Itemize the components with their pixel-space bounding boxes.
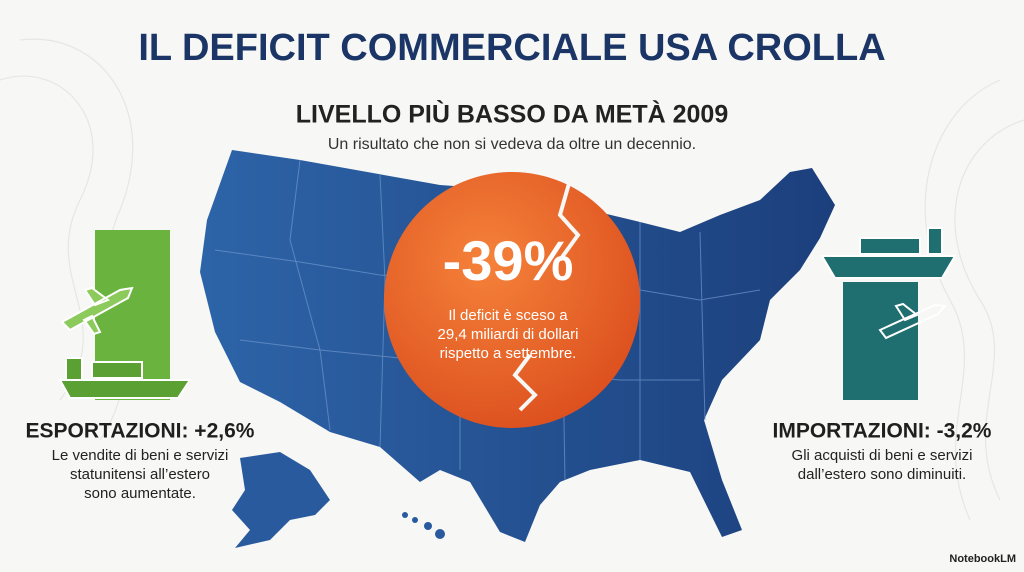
imports-label: IMPORTAZIONI: -3,2% xyxy=(773,420,992,443)
exports-label: ESPORTAZIONI: +2,6% xyxy=(26,420,255,443)
exports-line: sono aumentate. xyxy=(84,485,196,502)
stat-line: 29,4 miliardi di dollari xyxy=(438,326,579,343)
imports-icon xyxy=(820,227,957,400)
stat-circle xyxy=(384,172,640,428)
stat-line: rispetto a settembre. xyxy=(440,345,577,362)
headline: LIVELLO PIÙ BASSO DA METÀ 2009 xyxy=(296,99,728,129)
imports-line: dall’estero sono diminuiti. xyxy=(798,466,966,483)
watermark: NotebookLM xyxy=(949,553,1016,565)
stat-value: -39% xyxy=(443,229,574,292)
exports-line: statunitensi all’estero xyxy=(70,466,210,483)
exports-line: Le vendite di beni e servizi xyxy=(52,447,229,464)
title: IL DEFICIT COMMERCIALE USA CROLLA xyxy=(138,27,885,69)
imports-line: Gli acquisti di beni e servizi xyxy=(792,447,973,464)
subheadline: Un risultato che non si vedeva da oltre … xyxy=(328,136,696,153)
exports-icon xyxy=(58,230,192,400)
stat-line: Il deficit è sceso a xyxy=(448,307,568,324)
contour-lines xyxy=(0,38,1024,521)
